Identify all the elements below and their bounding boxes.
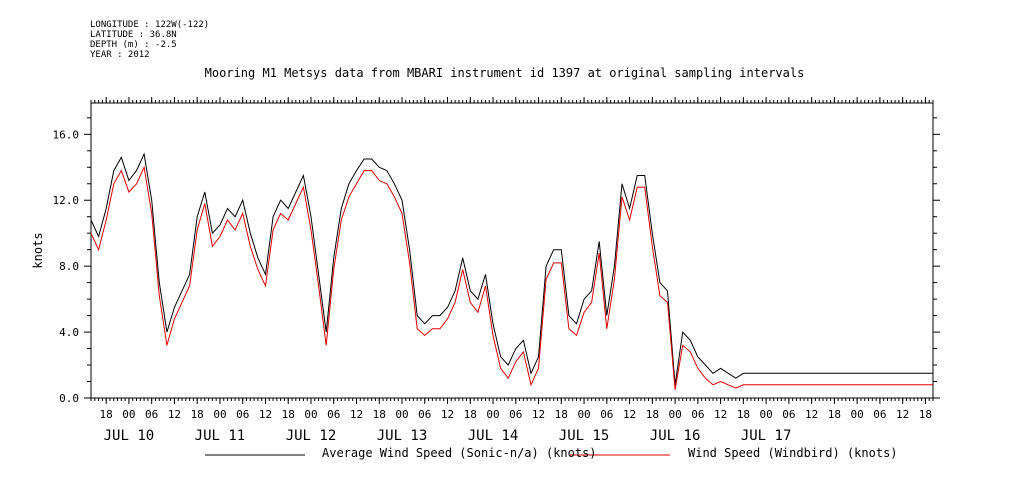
x-tick-label: 06 bbox=[600, 408, 613, 421]
x-tick-label: 00 bbox=[851, 408, 864, 421]
y-tick-label: 12.0 bbox=[53, 194, 80, 207]
x-tick-label: 06 bbox=[418, 408, 431, 421]
depth-label: DEPTH (m) : -2.5 bbox=[90, 40, 177, 50]
x-tick-label: 06 bbox=[873, 408, 886, 421]
series-line-sonic bbox=[90, 152, 933, 385]
x-tick-label: 06 bbox=[509, 408, 522, 421]
x-day-label: JUL 15 bbox=[559, 428, 610, 444]
x-tick-label: 00 bbox=[668, 408, 681, 421]
x-tick-label: 12 bbox=[805, 408, 818, 421]
longitude-label: LONGITUDE : 122W(-122) bbox=[90, 20, 210, 30]
x-tick-label: 06 bbox=[236, 408, 249, 421]
y-tick-label: 8.0 bbox=[59, 260, 79, 273]
x-tick-label: 12 bbox=[896, 408, 909, 421]
x-tick-label: 18 bbox=[919, 408, 932, 421]
x-tick-label: 18 bbox=[828, 408, 841, 421]
x-tick-label: 06 bbox=[327, 408, 340, 421]
x-tick-label: 00 bbox=[304, 408, 317, 421]
x-day-label: JUL 12 bbox=[286, 428, 337, 444]
legend-sonic-label: Average Wind Speed (Sonic-n/a) (knots) bbox=[322, 446, 597, 460]
x-tick-label: 18 bbox=[191, 408, 204, 421]
x-tick-label: 06 bbox=[691, 408, 704, 421]
x-tick-label: 00 bbox=[395, 408, 408, 421]
x-tick-label: 00 bbox=[577, 408, 590, 421]
x-tick-label: 06 bbox=[782, 408, 795, 421]
metadata-block: LONGITUDE : 122W(-122) LATITUDE : 36.8N … bbox=[90, 20, 209, 60]
x-day-label: JUL 14 bbox=[468, 428, 519, 444]
y-tick-label: 4.0 bbox=[59, 326, 79, 339]
x-tick-label: 00 bbox=[122, 408, 135, 421]
x-tick-label: 18 bbox=[100, 408, 113, 421]
x-tick-label: 12 bbox=[532, 408, 545, 421]
y-axis-label: knots bbox=[31, 232, 45, 268]
x-tick-label: 12 bbox=[714, 408, 727, 421]
x-tick-label: 12 bbox=[259, 408, 272, 421]
x-tick-label: 18 bbox=[464, 408, 477, 421]
y-tick-label: 0.0 bbox=[59, 392, 79, 405]
x-tick-label: 00 bbox=[213, 408, 226, 421]
year-label: YEAR : 2012 bbox=[90, 50, 150, 60]
x-tick-label: 18 bbox=[282, 408, 295, 421]
x-day-label: JUL 16 bbox=[650, 428, 701, 444]
x-tick-label: 18 bbox=[646, 408, 659, 421]
x-day-label: JUL 13 bbox=[377, 428, 428, 444]
x-tick-label: 12 bbox=[623, 408, 636, 421]
series-line-windbird bbox=[90, 165, 933, 390]
x-tick-label: 06 bbox=[145, 408, 158, 421]
x-tick-label: 00 bbox=[486, 408, 499, 421]
x-day-label: JUL 17 bbox=[741, 428, 792, 444]
x-tick-label: 18 bbox=[737, 408, 750, 421]
x-day-label: JUL 10 bbox=[104, 428, 155, 444]
chart-title: Mooring M1 Metsys data from MBARI instru… bbox=[204, 66, 805, 80]
x-tick-label: 18 bbox=[373, 408, 386, 421]
legend-windbird-label: Wind Speed (Windbird) (knots) bbox=[688, 446, 898, 460]
x-tick-label: 12 bbox=[350, 408, 363, 421]
latitude-label: LATITUDE : 36.8N bbox=[90, 30, 177, 40]
plot-frame bbox=[90, 102, 934, 399]
x-tick-label: 18 bbox=[555, 408, 568, 421]
x-tick-label: 12 bbox=[168, 408, 181, 421]
y-tick-label: 16.0 bbox=[53, 128, 80, 141]
x-tick-label: 00 bbox=[759, 408, 772, 421]
x-tick-label: 12 bbox=[441, 408, 454, 421]
x-day-label: JUL 11 bbox=[195, 428, 246, 444]
